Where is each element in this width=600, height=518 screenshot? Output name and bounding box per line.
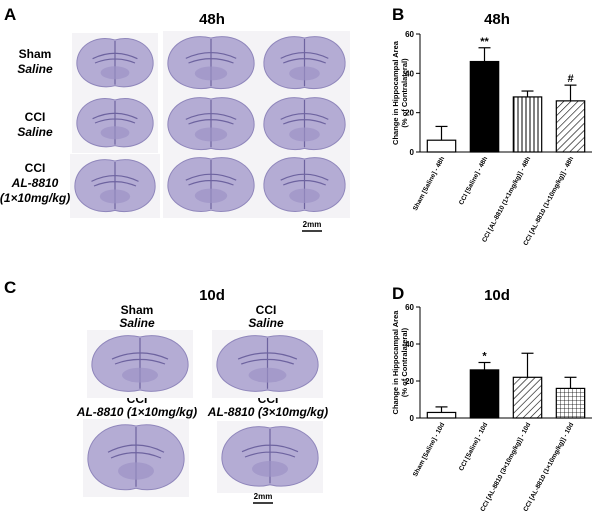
bar xyxy=(426,411,457,419)
brain-region xyxy=(194,188,228,203)
brain-section-image xyxy=(87,330,193,398)
panel-label: B xyxy=(392,5,404,24)
bar xyxy=(469,369,500,419)
brain-region xyxy=(194,66,228,81)
brain-section-image xyxy=(259,152,350,218)
row-label: Saline xyxy=(17,125,53,139)
group-label: Saline xyxy=(119,316,155,330)
y-tick-label: 40 xyxy=(405,340,414,349)
scale-bar-label: 2mm xyxy=(254,492,273,501)
row-label: Sham xyxy=(19,47,52,61)
brain-region xyxy=(118,462,154,480)
group-label: AL-8810 (3×10mg/kg) xyxy=(207,405,328,419)
bar xyxy=(426,139,457,153)
bar xyxy=(512,96,543,153)
row-label: AL-8810 xyxy=(11,176,59,190)
row-label: CCI xyxy=(25,161,46,175)
x-tick-label: CCI [AL-8810 (1×1mg/kg)] - 48h xyxy=(481,156,532,244)
brain-region xyxy=(100,126,130,140)
panel-title: 48h xyxy=(199,11,225,28)
x-tick-label: CCI [AL-8810 (1×10mg/kg)] - 48h xyxy=(522,156,575,247)
brain-region xyxy=(99,189,131,204)
brain-section-image xyxy=(83,419,189,497)
scale-bar-label: 2mm xyxy=(303,220,322,229)
brain-section-image xyxy=(212,330,323,398)
significance-label: ** xyxy=(480,36,489,48)
brain-section-image xyxy=(259,92,350,156)
significance-label: # xyxy=(567,73,573,85)
chart-title: 10d xyxy=(484,287,510,304)
x-tick-label: Sham [Saline] - 48h xyxy=(412,156,446,212)
y-tick-label: 0 xyxy=(410,148,415,157)
brain-section-image xyxy=(70,154,160,218)
brain-section-image xyxy=(217,421,323,493)
y-tick-label: 20 xyxy=(405,109,414,118)
brain-region xyxy=(100,66,130,80)
x-tick-label: CCI [Saline] - 48h xyxy=(458,156,489,207)
brain-region xyxy=(289,127,320,142)
y-tick-label: 40 xyxy=(405,69,414,78)
y-tick-label: 0 xyxy=(410,414,415,423)
brain-region xyxy=(289,66,320,81)
brain-section-image xyxy=(163,31,259,95)
brain-region xyxy=(248,367,287,383)
x-tick-label: CCI [AL-8810 (3×10mg/kg)] - 10d xyxy=(479,422,532,513)
brain-region xyxy=(194,127,228,142)
bar xyxy=(512,376,543,419)
row-label: Saline xyxy=(17,62,53,76)
y-tick-label: 60 xyxy=(405,30,414,39)
brain-section-image xyxy=(163,152,259,218)
brain-region xyxy=(122,367,158,383)
group-label: CCI xyxy=(256,303,277,317)
panel-label: A xyxy=(4,5,16,24)
panel-label: C xyxy=(4,278,16,297)
panel-title: 10d xyxy=(199,287,225,304)
bar xyxy=(469,60,500,153)
x-tick-label: Sham [Saline] - 10d xyxy=(412,422,446,478)
y-axis-label: Change in Hippocampal Area xyxy=(391,40,400,145)
bar xyxy=(555,387,586,419)
brain-section-image xyxy=(72,93,158,153)
group-label: AL-8810 (1×10mg/kg) xyxy=(76,405,197,419)
y-tick-label: 20 xyxy=(405,377,414,386)
row-label: CCI xyxy=(25,110,46,124)
brain-section-image xyxy=(163,92,259,156)
y-axis-label: (% of Contralateral) xyxy=(400,58,409,128)
y-axis-label: (% of Contralateral) xyxy=(400,327,409,397)
x-tick-label: CCI [Saline] - 10d xyxy=(458,422,489,473)
x-tick-label: CCI [AL-8810 (1×10mg/kg)] - 10d xyxy=(522,422,575,513)
group-label: Sham xyxy=(121,303,154,317)
y-tick-label: 60 xyxy=(405,303,414,312)
significance-label: * xyxy=(482,351,487,363)
bar xyxy=(555,100,586,153)
brain-region xyxy=(289,188,320,203)
chart-title: 48h xyxy=(484,11,510,28)
panel-label: D xyxy=(392,284,404,303)
brain-section-image xyxy=(72,33,158,93)
row-label: (1×10mg/kg) xyxy=(0,191,70,205)
y-axis-label: Change in Hippocampal Area xyxy=(391,310,400,415)
brain-section-image xyxy=(259,31,350,95)
brain-region xyxy=(252,460,288,477)
group-label: Saline xyxy=(248,316,284,330)
